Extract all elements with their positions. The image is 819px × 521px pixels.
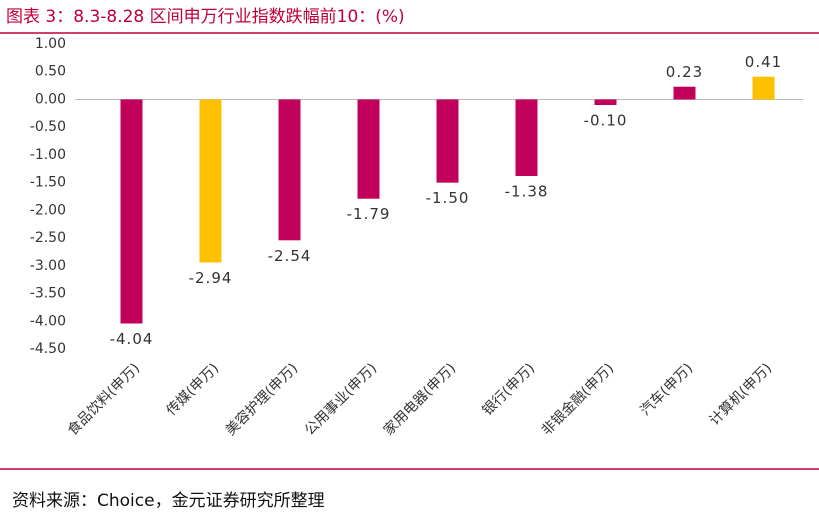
y-tick-label: -2.00	[30, 202, 66, 218]
x-tick-label: 汽车(申万)	[637, 360, 696, 419]
y-tick-label: -2.50	[30, 230, 66, 246]
bar	[673, 86, 696, 100]
bar	[436, 99, 459, 183]
y-tick-label: -1.00	[30, 147, 66, 163]
y-tick-label: -4.50	[30, 341, 66, 357]
value-label: -0.10	[584, 112, 628, 130]
bar	[752, 76, 775, 100]
y-tick-label: 0.00	[35, 91, 66, 107]
y-tick-label: 0.50	[35, 64, 66, 80]
x-tick-label: 公用事业(申万)	[302, 360, 380, 438]
value-label: -2.94	[189, 269, 233, 287]
y-tick-label: -3.00	[30, 258, 66, 274]
y-tick-label: -3.50	[30, 286, 66, 302]
bar	[594, 99, 617, 105]
value-label: -4.04	[110, 330, 154, 348]
bar	[515, 99, 538, 176]
x-tick-label: 家用电器(申万)	[380, 360, 459, 439]
value-label: 0.23	[666, 63, 703, 81]
x-tick-label: 非银金融(申万)	[539, 360, 617, 438]
bar	[199, 99, 222, 263]
y-tick-label: 1.00	[35, 36, 66, 52]
y-tick-label: -4.00	[30, 313, 66, 329]
chart-title: 图表 3：8.3-8.28 区间申万行业指数跌幅前10：(%)	[6, 7, 405, 27]
bar	[357, 99, 380, 199]
bar	[278, 99, 301, 241]
x-tick-label: 计算机(申万)	[707, 360, 776, 429]
x-tick-label: 银行(申万)	[480, 360, 539, 419]
y-tick-label: -0.50	[30, 119, 66, 135]
x-tick-label: 美容护理(申万)	[222, 360, 301, 439]
value-label: 0.41	[745, 53, 782, 71]
value-label: -2.54	[268, 247, 312, 265]
value-label: -1.79	[347, 205, 391, 223]
x-tick-label: 传媒(申万)	[164, 360, 223, 419]
bar	[120, 99, 143, 324]
source-note: 资料来源：Choice，金元证券研究所整理	[12, 491, 325, 511]
x-tick-label: 食品饮料(申万)	[64, 360, 143, 439]
value-label: -1.38	[505, 182, 549, 200]
y-tick-label: -1.50	[30, 175, 66, 191]
value-label: -1.50	[426, 189, 470, 207]
